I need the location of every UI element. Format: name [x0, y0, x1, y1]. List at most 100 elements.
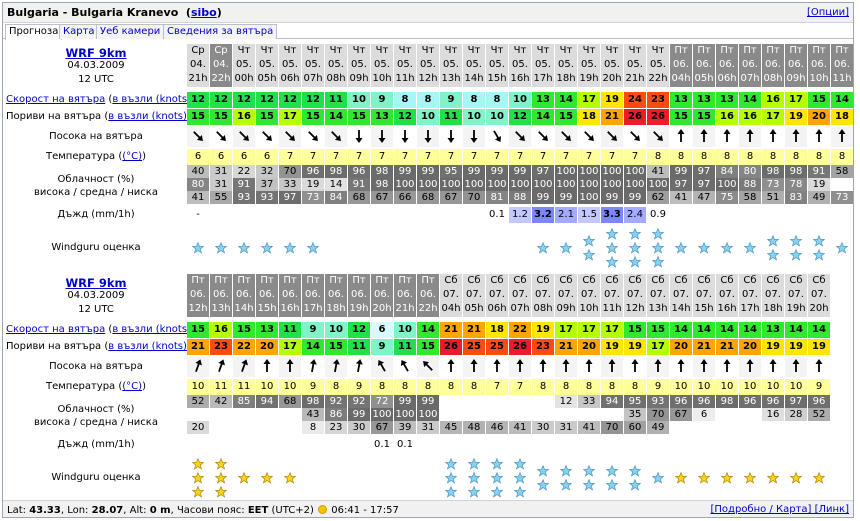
cloud-low-cell: 31 [417, 421, 439, 434]
cloud-mid-cell: 31 [210, 178, 232, 191]
hour: 13h [211, 303, 231, 314]
day-number: 06. [834, 59, 850, 70]
wind-direction-arrow-icon [210, 357, 232, 377]
rating-star-icon [605, 255, 619, 268]
day-header: Ср 04. 21h [187, 44, 209, 87]
cloud-mid-cell: 35 [624, 408, 646, 421]
model-link[interactable]: WRF 9km [65, 46, 127, 60]
day-header: Пт 06. 05h [693, 44, 715, 87]
day-header: Чт 05. 11h [394, 44, 416, 87]
wind-direction-arrow-icon [670, 357, 692, 377]
tab-map[interactable]: Карта [59, 24, 99, 39]
wind-speed-cell: 6 [371, 322, 393, 338]
cloud-high-cell: 99 [670, 165, 692, 178]
rating-star-icon [214, 471, 228, 484]
day-name: Сб [444, 275, 458, 286]
hour: 14h [464, 73, 484, 84]
day-name: Пт [260, 275, 274, 286]
temperature-cell: 10 [256, 379, 278, 395]
wind-speed-cell: 13 [716, 92, 738, 108]
options-link[interactable]: [Опции] [806, 7, 849, 18]
hour: 20h [602, 73, 622, 84]
day-name: Чт [651, 45, 665, 56]
day-name: Сб [559, 275, 573, 286]
rain-cell: - [196, 209, 200, 220]
wind-gust-cell: 15 [256, 109, 278, 125]
tab-forecast[interactable]: Прогноза [5, 24, 63, 40]
rating-star-icon [605, 227, 619, 240]
wind-direction-arrow-icon [233, 357, 255, 377]
wind-gust-cell: 23 [532, 339, 554, 355]
day-header: Чт 05. 13h [440, 44, 462, 87]
wind-speed-cell: 8 [417, 92, 439, 108]
wind-gust-cell: 11 [348, 339, 370, 355]
day-name: Пт [766, 45, 780, 56]
cloud-high-cell: 52 [187, 395, 209, 408]
cloud-mid-cell [578, 408, 600, 421]
wind-gust-cell: 18 [578, 109, 600, 125]
rating-star-icon [628, 227, 642, 240]
day-name: Сб [651, 275, 665, 286]
author-link[interactable]: sibo [190, 6, 217, 19]
model-title-2[interactable]: WRF 9km [6, 276, 186, 290]
day-header: Чт 05. 05h [256, 44, 278, 87]
cloud-low-cell: 55 [210, 191, 232, 204]
hour: 00h [234, 73, 254, 84]
cloud-mid-cell: 86 [325, 408, 347, 421]
wind-gust-cell: 16 [716, 109, 738, 125]
wind-speed-cell: 21 [440, 322, 462, 338]
wind-speed-cell: 13 [532, 92, 554, 108]
wind-direction-arrow-icon [693, 357, 715, 377]
day-number: 06. [305, 289, 321, 300]
rating-star-icon [720, 471, 734, 484]
day-number: 04. [190, 59, 206, 70]
day-name: Сб [467, 275, 481, 286]
rating-star-icon [490, 485, 504, 498]
temperature-cell: 10 [187, 379, 209, 395]
cloud-low-cell: 20 [187, 421, 209, 434]
wind-speed-cell: 15 [187, 322, 209, 338]
cloud-high-cell: 99 [417, 165, 439, 178]
wind-speed-cell: 10 [509, 92, 531, 108]
model-title[interactable]: WRF 9km [6, 46, 186, 60]
details-map-link[interactable]: [Подробно / Карта] [Линк] [710, 504, 849, 515]
day-name: Чт [421, 45, 435, 56]
rating-star-icon [513, 485, 527, 498]
rain-cell: 2.1 [555, 207, 577, 223]
cloud-mid-cell: 97 [670, 178, 692, 191]
rain-cell [785, 207, 807, 223]
cloud-mid-cell [831, 178, 853, 191]
temperature-cell: 8 [555, 379, 577, 395]
rain-cell [187, 437, 209, 453]
tab-wind-info[interactable]: Сведения за вятъра [163, 24, 278, 39]
day-header: Сб 07. 13h [647, 274, 669, 317]
cloud-mid-cell [601, 408, 623, 421]
rain-cell [325, 437, 347, 453]
wind-speed-cell: 23 [647, 92, 669, 108]
cloud-mid-cell: 100 [417, 178, 439, 191]
day-name: Пт [375, 275, 389, 286]
tab-webcams[interactable]: Уеб камери [96, 24, 165, 39]
cloud-low-cell: 93 [256, 191, 278, 204]
model-link[interactable]: WRF 9km [65, 276, 127, 290]
rating-star-icon [444, 457, 458, 470]
rating-star-icon [237, 471, 251, 484]
cloud-mid-cell: 97 [693, 178, 715, 191]
day-header: Чт 05. 15h [486, 44, 508, 87]
temperature-cell: 8 [693, 149, 715, 165]
hour: 08h [533, 303, 553, 314]
day-name: Сб [766, 275, 780, 286]
cloud-high-cell [486, 395, 508, 408]
rating-star-icon [720, 241, 734, 254]
temperature-cell: 11 [210, 379, 232, 395]
hour: 14h [671, 303, 691, 314]
day-number: 06. [811, 59, 827, 70]
cloud-mid-cell: 19 [808, 178, 830, 191]
rating-star-icon [812, 248, 826, 261]
cloud-high-cell: 94 [601, 395, 623, 408]
wind-direction-arrow-icon [417, 127, 439, 147]
wind-direction-arrow-icon [440, 357, 462, 377]
wind-speed-cell: 18 [486, 322, 508, 338]
cloud-mid-cell: 88 [739, 178, 761, 191]
cloud-low-cell: 62 [647, 191, 669, 204]
